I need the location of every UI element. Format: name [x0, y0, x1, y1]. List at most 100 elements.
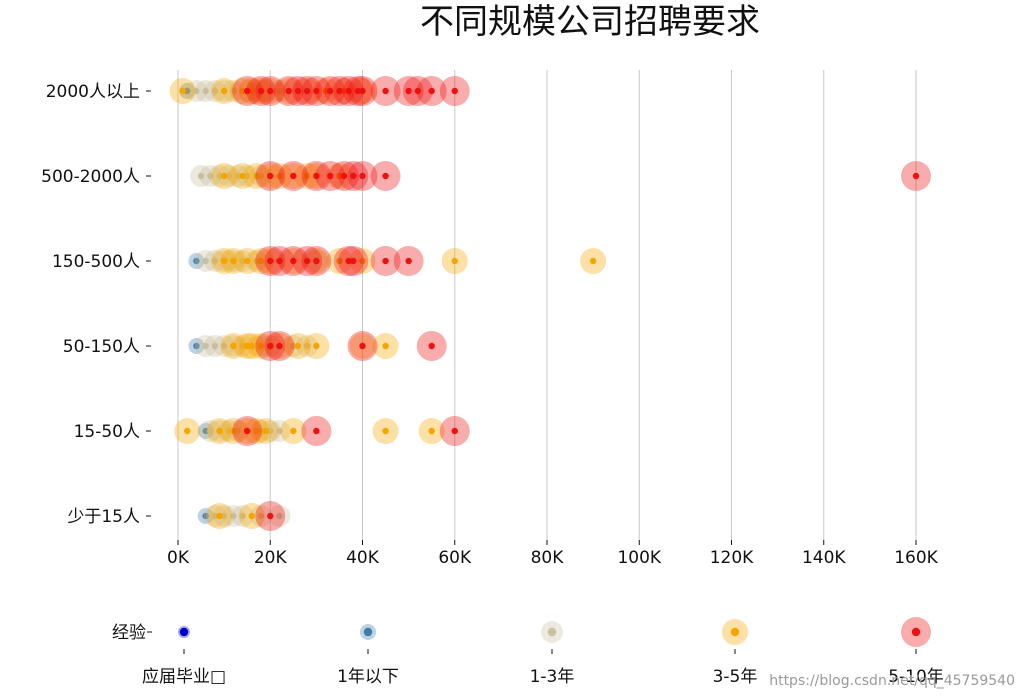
data-point	[243, 342, 251, 350]
data-point	[336, 172, 343, 180]
legend-marker	[179, 627, 189, 637]
data-point	[216, 427, 223, 435]
data-point	[230, 257, 237, 265]
x-tick-label: 80K	[531, 548, 565, 568]
data-point	[303, 172, 311, 180]
x-tick-label: 140K	[802, 548, 846, 568]
x-tick-label: 0K	[167, 548, 190, 568]
x-tick-label: 20K	[254, 548, 288, 568]
data-point	[382, 87, 389, 95]
series-3	[185, 80, 328, 527]
data-point	[428, 87, 435, 95]
data-point	[248, 342, 255, 350]
data-point	[230, 342, 237, 350]
data-point	[267, 512, 274, 520]
legend-marker	[363, 627, 373, 637]
data-point	[382, 342, 389, 350]
watermark: https://blog.csdn.net/qq_45759540	[769, 673, 1015, 689]
data-point	[239, 172, 246, 180]
x-axis: 0K 20K 40K 60K 80K 100K 120K 140K 160K	[167, 540, 939, 568]
data-point	[267, 342, 274, 350]
data-point	[211, 87, 219, 95]
data-point	[239, 87, 246, 95]
legend-label: 1-3年	[530, 667, 575, 687]
y-category-label: 50-150人	[63, 337, 140, 357]
data-point	[253, 172, 260, 180]
data-point	[276, 512, 283, 520]
data-point	[202, 342, 209, 350]
data-point	[276, 87, 283, 95]
data-point	[345, 257, 352, 265]
data-point	[382, 172, 389, 180]
legend-label: 3-5年	[713, 667, 758, 687]
data-point	[207, 427, 214, 435]
data-point	[220, 172, 228, 180]
data-point	[220, 257, 228, 265]
data-point	[313, 172, 320, 180]
data-point	[589, 257, 597, 265]
data-point	[340, 172, 348, 180]
data-point	[197, 172, 205, 180]
x-tick-label: 160K	[894, 548, 938, 568]
data-point	[179, 87, 186, 95]
legend-label: 5-10年	[888, 667, 944, 687]
data-point	[248, 87, 255, 95]
data-point	[313, 87, 320, 95]
data-point	[313, 342, 320, 350]
y-category-label: 500-2000人	[41, 167, 140, 187]
data-point	[225, 172, 232, 180]
data-point	[216, 172, 223, 180]
data-point	[257, 342, 265, 350]
chart-title: 不同规模公司招聘要求	[420, 2, 760, 42]
data-point	[202, 512, 209, 520]
data-point	[267, 427, 274, 435]
data-point	[359, 172, 366, 180]
data-point	[428, 342, 435, 350]
data-point	[912, 172, 920, 180]
data-point	[340, 87, 348, 95]
data-point	[239, 257, 246, 265]
data-point	[267, 87, 274, 95]
data-point	[225, 427, 232, 435]
data-point	[350, 257, 357, 265]
data-point	[243, 172, 251, 180]
y-category-label: 2000人以上	[46, 82, 140, 102]
data-point	[451, 427, 458, 435]
data-point	[451, 87, 458, 95]
data-point	[239, 512, 246, 520]
legend-marker	[911, 627, 921, 637]
data-point	[428, 427, 435, 435]
data-point	[294, 87, 302, 95]
data-point	[290, 427, 297, 435]
series-2	[179, 83, 214, 524]
data-point	[336, 257, 343, 265]
data-point	[184, 427, 191, 435]
data-point	[276, 257, 283, 265]
x-tick-label: 60K	[438, 548, 472, 568]
data-point	[382, 257, 389, 265]
data-point	[276, 172, 283, 180]
data-point	[327, 87, 334, 95]
data-point	[313, 257, 320, 265]
data-point	[257, 172, 265, 180]
data-point	[303, 257, 311, 265]
data-point	[230, 87, 237, 95]
data-point	[327, 172, 334, 180]
data-point	[267, 172, 274, 180]
data-point	[290, 342, 297, 350]
data-point	[294, 342, 302, 350]
data-point	[354, 87, 362, 95]
data-point	[359, 87, 366, 95]
x-tick-label: 100K	[617, 548, 661, 568]
data-point	[257, 427, 265, 435]
y-category-label: 少于15人	[67, 507, 140, 527]
data-point	[243, 427, 251, 435]
data-point	[239, 342, 246, 350]
data-point	[211, 512, 219, 520]
legend: 经验 应届毕业□ 1年以下 1-3年 3-5年 5-10年	[112, 617, 944, 687]
data-point	[253, 257, 260, 265]
data-point	[285, 87, 292, 95]
data-point	[345, 87, 352, 95]
data-point	[290, 257, 297, 265]
